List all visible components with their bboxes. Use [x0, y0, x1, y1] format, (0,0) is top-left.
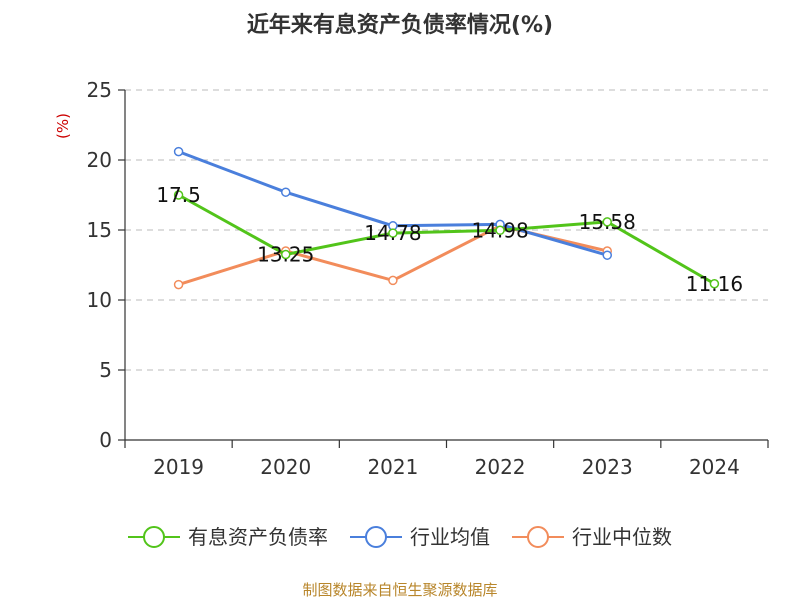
data-label: 14.98	[471, 218, 528, 242]
y-tick-label: 5	[99, 358, 112, 382]
data-label: 15.58	[579, 210, 636, 234]
data-point	[281, 249, 291, 260]
data-label: 13.25	[257, 243, 314, 267]
legend-symbol-marker	[365, 526, 387, 548]
series-group	[173, 146, 720, 290]
data-label: 11.16	[686, 272, 743, 296]
data-point	[602, 217, 612, 227]
x-tick-label: 2022	[475, 455, 526, 479]
x-tick-label: 2023	[582, 455, 633, 479]
legend-label: 行业均值	[410, 525, 490, 549]
data-point	[709, 279, 720, 289]
x-tick-label: 2024	[689, 455, 740, 479]
gridlines	[125, 89, 768, 371]
data-point	[388, 228, 398, 238]
data-labels: 17.5 13.25 14.78 14.98 15.58 11.16	[156, 183, 743, 296]
x-tick-label: 2020	[260, 455, 311, 479]
chart-title: 近年来有息资产负债率情况(%)	[247, 12, 553, 38]
data-point	[173, 146, 184, 157]
legend-symbol-marker	[527, 526, 549, 548]
legend: 有息资产负债率 行业均值 行业中位数	[128, 525, 672, 549]
y-tick-label: 10	[87, 288, 112, 312]
y-tick-label: 25	[87, 78, 112, 102]
y-axis-unit-label: (%)	[54, 113, 72, 139]
data-point	[173, 279, 184, 290]
data-point	[495, 225, 505, 236]
legend-label: 有息资产负债率	[188, 525, 328, 549]
source-note: 制图数据来自恒生聚源数据库	[302, 581, 497, 599]
x-tick-label: 2021	[367, 455, 418, 479]
data-label: 14.78	[364, 221, 421, 245]
data-point	[173, 190, 184, 200]
y-tick-label: 15	[87, 218, 112, 242]
y-tick-label: 20	[87, 148, 112, 172]
axes: 0 5 10 15 20 25 2019 2020 2021 2022 2023 2024	[87, 78, 769, 479]
data-point	[602, 250, 612, 260]
data-point	[388, 275, 398, 286]
y-tick-label: 0	[99, 428, 112, 452]
series-line	[177, 193, 716, 286]
data-point	[281, 187, 291, 197]
data-label: 17.5	[156, 183, 201, 207]
legend-label: 行业中位数	[572, 525, 672, 549]
legend-symbol-marker	[143, 526, 165, 548]
x-tick-label: 2019	[153, 455, 204, 479]
